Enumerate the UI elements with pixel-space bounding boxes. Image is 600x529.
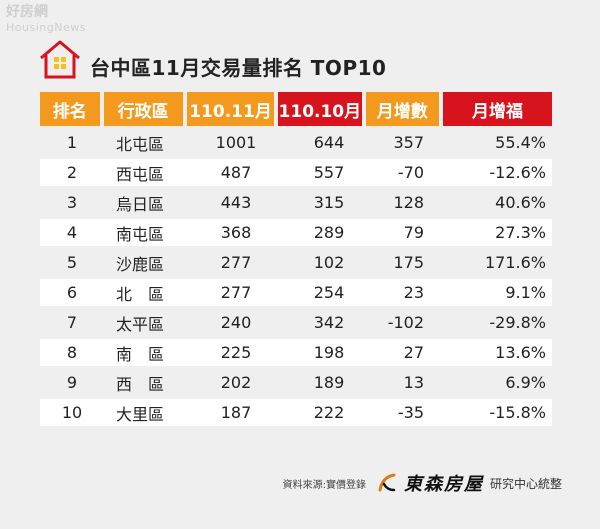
oct-cell: 315 [313, 193, 345, 212]
district-cell: 西 區 [116, 374, 165, 394]
watermark-main: 好房網 [6, 4, 48, 20]
nov-cell: 368 [220, 223, 252, 242]
oct-cell: 557 [313, 163, 345, 182]
pct-cell: 55.4% [495, 133, 546, 152]
district-cell: 太平區 [116, 314, 165, 334]
table-row: 4 南屯區 368 289 79 27.3% [40, 219, 552, 246]
district-cell: 西屯區 [116, 164, 165, 184]
header-pct: 月增福 [442, 92, 553, 126]
rank-cell: 9 [66, 373, 78, 392]
ranking-table: 排名 行政區 110.11月 110.10月 月增數 月增福 1 北屯區 1001 6… [40, 92, 553, 426]
oct-cell: 102 [313, 253, 345, 272]
header-rank: 排名 [40, 92, 100, 126]
rank-cell: 1 [66, 133, 78, 152]
header-district: 行政區 [103, 92, 183, 126]
pct-cell: 9.1% [505, 283, 546, 302]
table-body: 1 北屯區 1001 644 357 55.4% 2 西屯區 487 557 -70 -12.6% 3 烏… [40, 129, 552, 426]
nov-cell: 240 [220, 313, 252, 332]
pct-cell: 40.6% [495, 193, 546, 212]
oct-cell: 644 [313, 133, 345, 152]
footer: 資料來源:實價登錄 東森房屋 研究中心統整 [283, 470, 562, 496]
district-cell: 南 區 [116, 344, 165, 364]
oct-cell: 222 [313, 403, 345, 422]
table-row: 7 太平區 240 342 -102 -29.8% [40, 309, 552, 336]
oct-cell: 342 [313, 313, 345, 332]
header-oct: 110.10月 [278, 92, 362, 126]
table-row: 3 烏日區 443 315 128 40.6% [40, 189, 552, 216]
district-cell: 北屯區 [116, 134, 165, 154]
rank-cell: 2 [66, 163, 78, 182]
oct-cell: 189 [313, 373, 345, 392]
diff-cell: 27 [403, 343, 424, 362]
pct-cell: 171.6% [484, 253, 546, 272]
district-cell: 南屯區 [116, 224, 165, 244]
oct-cell: 198 [313, 343, 345, 362]
watermark: 好房網 HousingNews [6, 4, 86, 36]
nov-cell: 225 [220, 343, 252, 362]
table-row: 5 沙鹿區 277 102 175 171.6% [40, 249, 552, 276]
diff-cell: 79 [403, 223, 424, 242]
diff-cell: 13 [403, 373, 424, 392]
pct-cell: -12.6% [489, 163, 546, 182]
rank-cell: 10 [61, 403, 83, 422]
table-row: 1 北屯區 1001 644 357 55.4% [40, 129, 552, 156]
rank-cell: 5 [66, 253, 78, 272]
pct-cell: 13.6% [495, 343, 546, 362]
brand-name: 東森房屋 [403, 474, 484, 495]
district-cell: 北 區 [116, 284, 165, 304]
table-row: 2 西屯區 487 557 -70 -12.6% [40, 159, 552, 186]
header-nov: 110.11月 [186, 92, 275, 126]
header-diff: 月增數 [365, 92, 439, 126]
table-row: 8 南 區 225 198 27 13.6% [40, 339, 552, 366]
pct-cell: 6.9% [505, 373, 546, 392]
house-icon [40, 40, 80, 79]
watermark-sub: HousingNews [6, 21, 86, 34]
source-note: 資料來源:實價登錄 [282, 479, 366, 491]
diff-cell: 357 [393, 133, 424, 152]
oct-cell: 254 [313, 283, 345, 302]
nov-cell: 1001 [215, 133, 257, 152]
page-title: 台中區11月交易量排名 TOP10 [90, 56, 387, 80]
rank-cell: 8 [66, 343, 78, 362]
nov-cell: 277 [220, 283, 252, 302]
district-cell: 大里區 [116, 404, 165, 424]
diff-cell: 23 [403, 283, 424, 302]
diff-cell: -70 [397, 163, 424, 182]
diff-cell: 175 [393, 253, 424, 272]
table-row: 6 北 區 277 254 23 9.1% [40, 279, 552, 306]
pct-cell: -15.8% [489, 403, 546, 422]
oct-cell: 289 [313, 223, 345, 242]
table-header: 排名 行政區 110.11月 110.10月 月增數 月增福 [40, 92, 553, 126]
nov-cell: 202 [220, 373, 252, 392]
brand-logo-icon [378, 473, 396, 492]
diff-cell: -35 [397, 403, 424, 422]
district-cell: 烏日區 [116, 194, 165, 214]
diff-cell: 128 [393, 193, 424, 212]
research-center: 研究中心統整 [489, 476, 562, 491]
nov-cell: 487 [220, 163, 252, 182]
nov-cell: 277 [220, 253, 252, 272]
rank-cell: 3 [66, 193, 78, 212]
table-row: 9 西 區 202 189 13 6.9% [40, 369, 552, 396]
pct-cell: 27.3% [495, 223, 546, 242]
rank-cell: 7 [66, 313, 78, 332]
rank-cell: 4 [66, 223, 78, 242]
rank-cell: 6 [66, 283, 78, 302]
district-cell: 沙鹿區 [116, 254, 165, 274]
table-row: 10 大里區 187 222 -35 -15.8% [40, 399, 552, 426]
pct-cell: -29.8% [489, 313, 546, 332]
nov-cell: 443 [220, 193, 252, 212]
nov-cell: 187 [220, 403, 252, 422]
diff-cell: -102 [387, 313, 424, 332]
